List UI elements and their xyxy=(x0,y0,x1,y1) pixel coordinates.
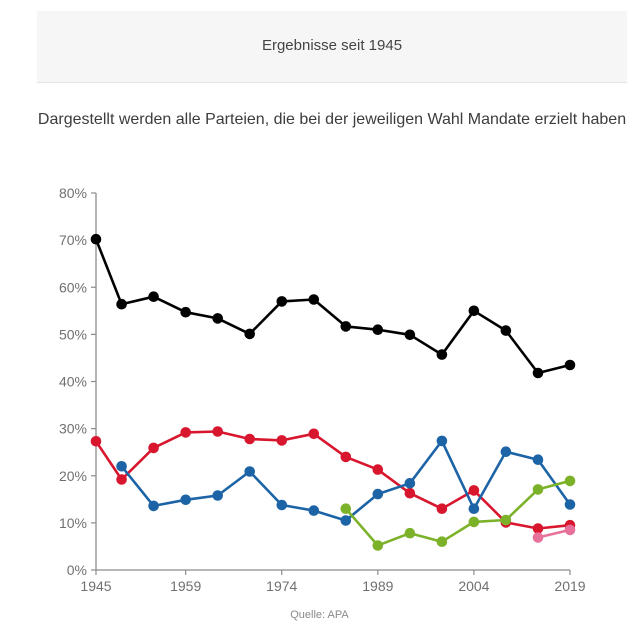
data-point-black[interactable] xyxy=(308,294,320,305)
data-point-green[interactable] xyxy=(532,484,544,495)
data-point-red[interactable] xyxy=(276,435,288,446)
y-tick-label: 10% xyxy=(59,515,87,531)
data-point-black[interactable] xyxy=(436,349,448,360)
series-blue xyxy=(116,435,576,526)
data-point-red[interactable] xyxy=(404,487,416,499)
series-line-black xyxy=(94,237,572,375)
data-point-blue[interactable] xyxy=(404,478,416,489)
y-tick-label: 70% xyxy=(59,232,87,248)
data-point-red[interactable] xyxy=(148,442,159,454)
x-tick-label: 1974 xyxy=(266,578,297,594)
data-point-blue[interactable] xyxy=(308,505,320,516)
data-point-black[interactable] xyxy=(244,328,255,340)
data-point-red[interactable] xyxy=(180,427,191,438)
y-tick-label: 40% xyxy=(59,374,87,390)
y-tick-label: 50% xyxy=(59,326,87,342)
data-point-blue[interactable] xyxy=(564,499,576,510)
data-point-blue[interactable] xyxy=(244,466,255,477)
data-point-black[interactable] xyxy=(564,359,576,371)
data-point-red[interactable] xyxy=(532,523,544,534)
series-line-pink xyxy=(536,528,572,539)
data-point-green[interactable] xyxy=(436,536,448,547)
data-point-blue[interactable] xyxy=(340,515,352,526)
y-tick-label: 30% xyxy=(59,421,87,437)
data-point-blue[interactable] xyxy=(180,494,191,506)
data-point-pink[interactable] xyxy=(564,524,576,536)
data-point-black[interactable] xyxy=(372,324,384,336)
data-point-black[interactable] xyxy=(116,298,127,310)
y-tick-label: 0% xyxy=(67,562,87,578)
x-tick-label: 1945 xyxy=(80,578,111,594)
series-pink xyxy=(532,524,576,543)
data-point-red[interactable] xyxy=(372,464,384,475)
series-group xyxy=(90,233,576,551)
x-tick-label: 1989 xyxy=(362,578,393,594)
y-tick-label: 60% xyxy=(59,279,87,295)
data-point-red[interactable] xyxy=(468,485,480,496)
data-point-black[interactable] xyxy=(180,306,191,318)
x-tick-label: 2019 xyxy=(554,578,585,594)
chart-title: Ergebnisse seit 1945 xyxy=(261,37,403,54)
data-point-green[interactable] xyxy=(468,516,480,528)
series-black xyxy=(90,233,576,379)
x-tick-label: 2004 xyxy=(458,578,489,594)
data-point-red[interactable] xyxy=(308,428,320,440)
data-point-pink[interactable] xyxy=(532,532,544,543)
data-point-blue[interactable] xyxy=(468,503,480,514)
data-point-blue[interactable] xyxy=(500,446,512,458)
data-point-black[interactable] xyxy=(212,313,223,324)
chart-subtitle: Dargestellt werden alle Parteien, die be… xyxy=(37,111,627,128)
data-point-green[interactable] xyxy=(372,540,384,551)
data-point-blue[interactable] xyxy=(148,500,159,512)
data-point-black[interactable] xyxy=(500,325,512,336)
axes: 0% 10% 20% 30% 40% 50% 60% 70% 80% 1945 1959 1974 19… xyxy=(59,185,586,594)
series-line-red xyxy=(94,430,572,530)
data-point-blue[interactable] xyxy=(212,490,223,501)
data-point-black[interactable] xyxy=(276,296,288,307)
data-point-green[interactable] xyxy=(340,503,352,514)
data-point-red[interactable] xyxy=(340,451,352,463)
data-point-black[interactable] xyxy=(532,367,544,379)
data-point-black[interactable] xyxy=(148,291,159,303)
data-point-black[interactable] xyxy=(340,321,352,332)
y-tick-label: 20% xyxy=(59,468,87,484)
data-point-green[interactable] xyxy=(404,527,416,539)
data-point-red[interactable] xyxy=(116,474,127,485)
data-point-blue[interactable] xyxy=(372,488,384,500)
data-point-green[interactable] xyxy=(564,475,576,487)
y-tick-label: 80% xyxy=(59,185,87,201)
series-green xyxy=(340,475,576,551)
header-band: Ergebnisse seit 1945 xyxy=(37,11,627,83)
data-point-black[interactable] xyxy=(468,305,480,317)
data-point-blue[interactable] xyxy=(436,435,448,447)
series-line-green xyxy=(344,479,572,547)
data-point-green[interactable] xyxy=(500,514,512,526)
data-point-red[interactable] xyxy=(212,426,223,437)
data-point-blue[interactable] xyxy=(276,499,288,511)
data-point-black[interactable] xyxy=(90,233,102,245)
data-point-red[interactable] xyxy=(244,433,255,445)
data-point-black[interactable] xyxy=(404,329,416,341)
data-point-red[interactable] xyxy=(90,436,102,447)
data-point-red[interactable] xyxy=(436,503,448,514)
x-tick-label: 1959 xyxy=(170,578,201,594)
data-point-blue[interactable] xyxy=(532,454,544,466)
data-point-blue[interactable] xyxy=(116,461,127,472)
source-note: Quelle: APA xyxy=(290,609,349,621)
